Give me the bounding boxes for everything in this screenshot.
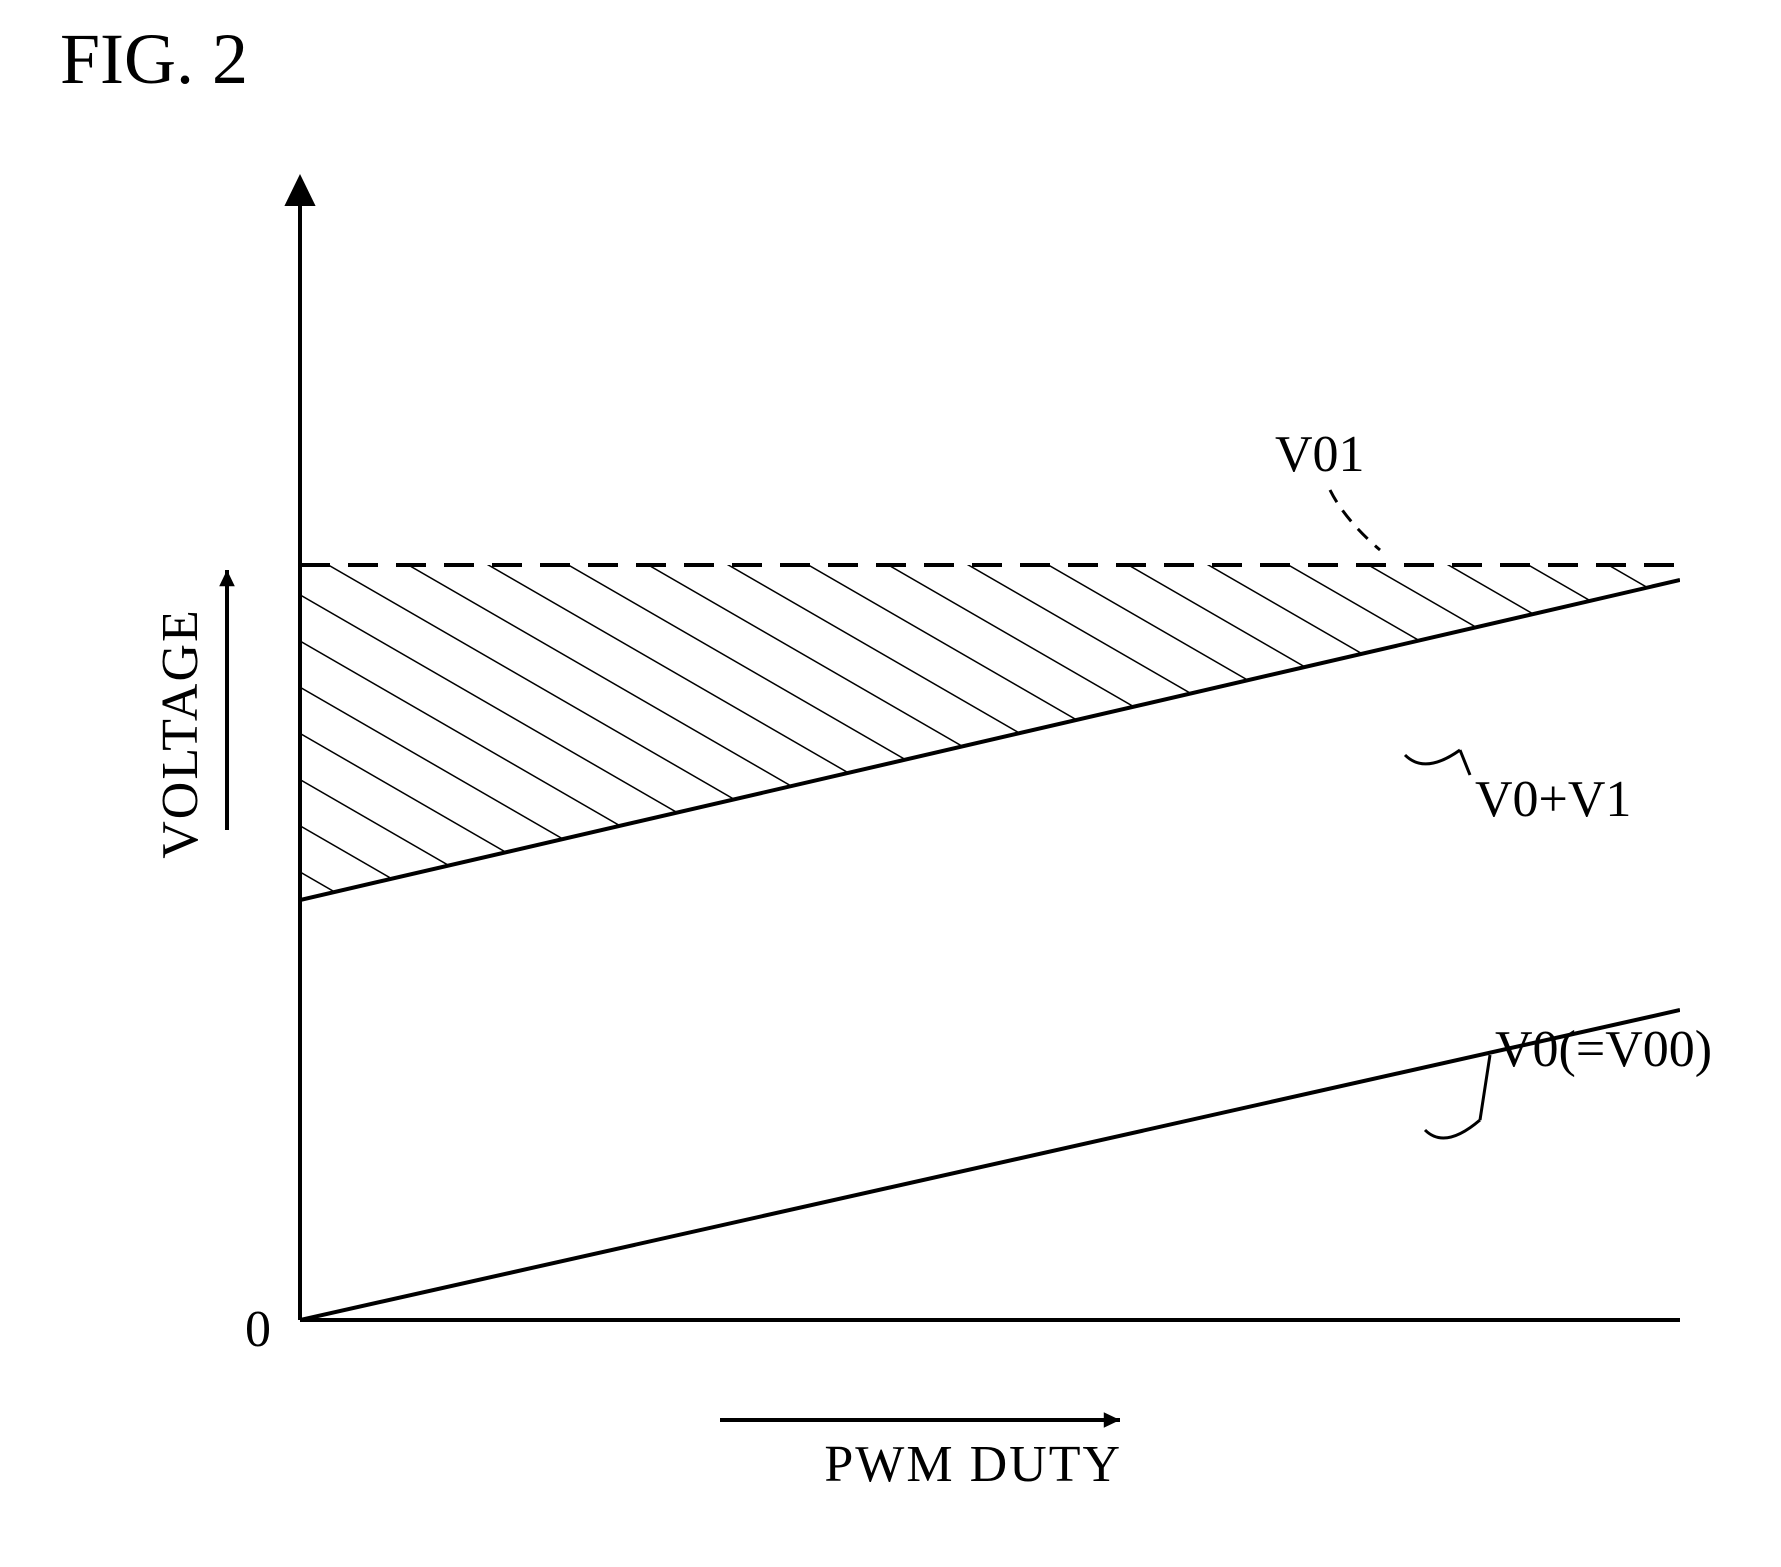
label-v0: V0(=V00) xyxy=(1495,1020,1712,1079)
label-v0v1: V0+V1 xyxy=(1475,770,1631,829)
figure-title: FIG. 2 xyxy=(60,18,248,101)
origin-label: 0 xyxy=(245,1300,271,1359)
voltage-direction-arrow xyxy=(205,548,249,852)
y-axis-label: VOLTAGE xyxy=(151,609,210,860)
pwm-direction-arrow xyxy=(698,1398,1142,1442)
chart-container xyxy=(300,180,1680,1320)
leader-v0v1 xyxy=(1405,750,1470,775)
hatched-region xyxy=(300,565,1680,900)
leader-v0 xyxy=(1425,1055,1490,1138)
chart-svg xyxy=(300,180,1680,1320)
label-v01: V01 xyxy=(1275,425,1365,484)
line-v0 xyxy=(300,1010,1680,1320)
y-axis-arrowhead xyxy=(284,174,315,206)
x-axis-label: PWM DUTY xyxy=(824,1435,1122,1494)
leader-v01 xyxy=(1330,490,1380,550)
